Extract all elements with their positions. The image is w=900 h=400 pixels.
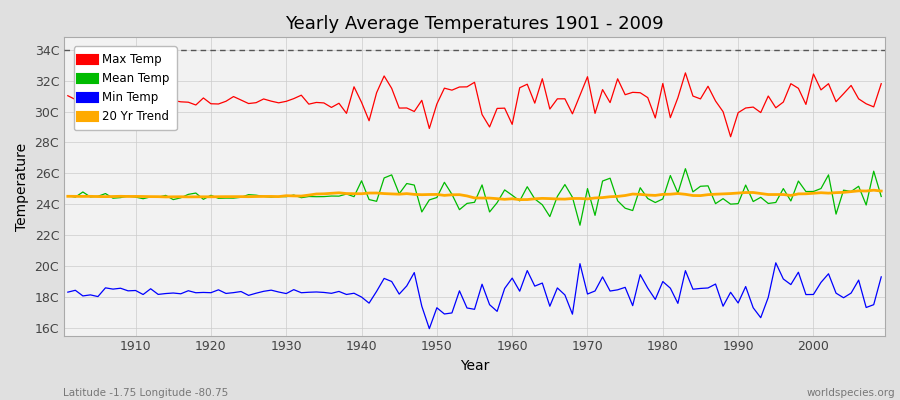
Title: Yearly Average Temperatures 1901 - 2009: Yearly Average Temperatures 1901 - 2009 <box>285 15 664 33</box>
Legend: Max Temp, Mean Temp, Min Temp, 20 Yr Trend: Max Temp, Mean Temp, Min Temp, 20 Yr Tre… <box>74 46 176 130</box>
Text: worldspecies.org: worldspecies.org <box>807 388 896 398</box>
Text: Latitude -1.75 Longitude -80.75: Latitude -1.75 Longitude -80.75 <box>63 388 229 398</box>
X-axis label: Year: Year <box>460 359 490 373</box>
Y-axis label: Temperature: Temperature <box>15 142 29 230</box>
